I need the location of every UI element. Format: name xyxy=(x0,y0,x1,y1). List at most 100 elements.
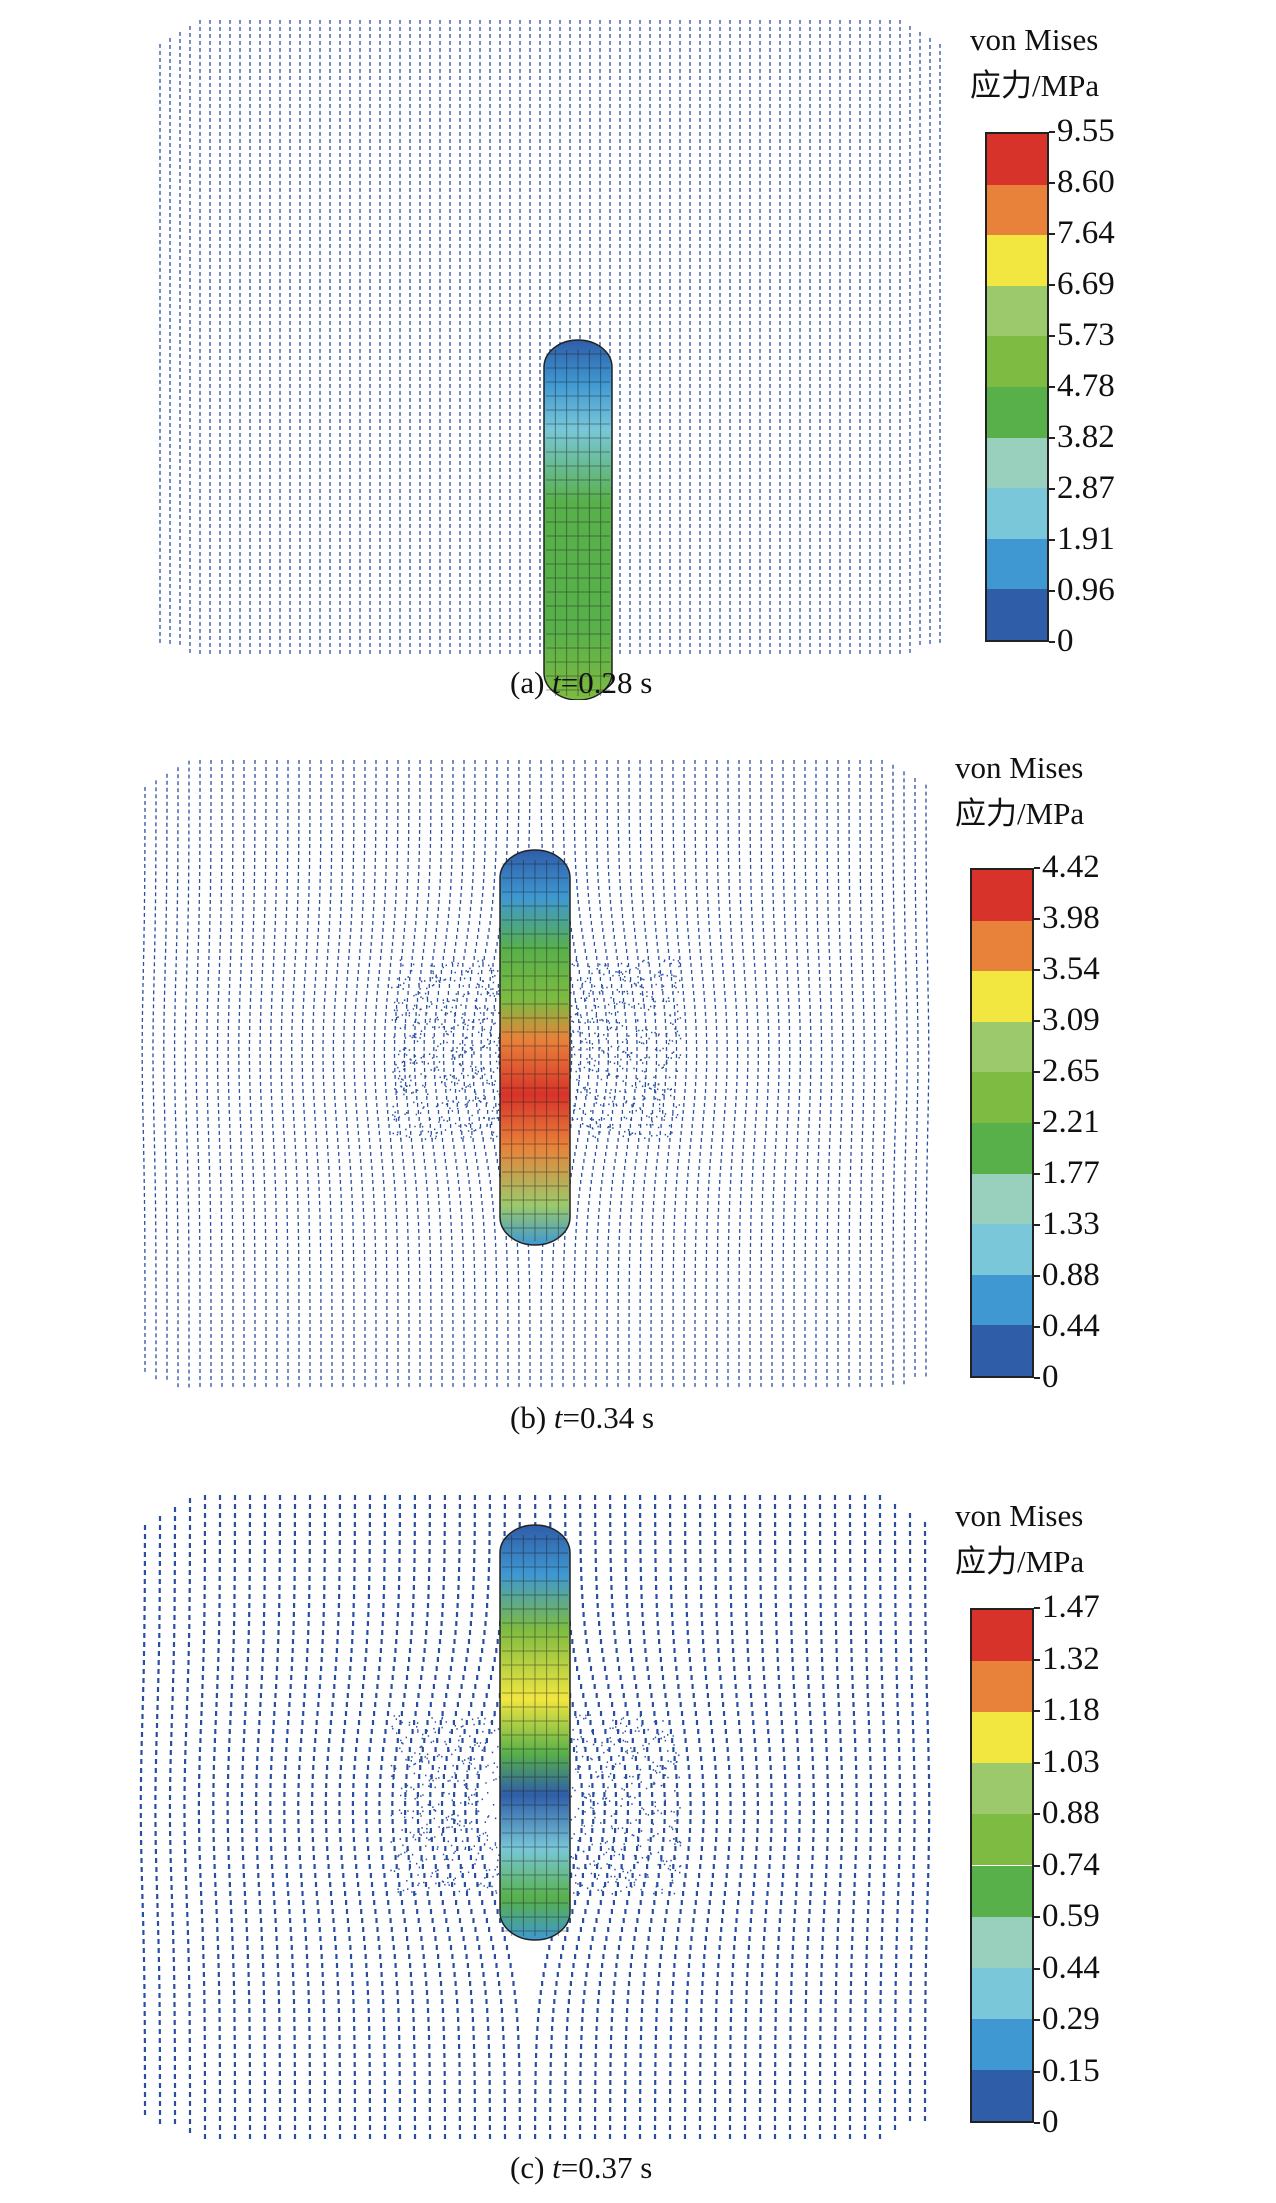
colorbar-tick-mark xyxy=(1034,1122,1040,1124)
colorbar-tick-label: 3.98 xyxy=(1042,900,1100,936)
particle-column xyxy=(608,1495,642,2139)
colorbar-tick-mark xyxy=(1034,1864,1040,1867)
colorbar-tick-mark xyxy=(1034,918,1040,920)
pile-mesh xyxy=(546,350,610,696)
colorbar-tick-label: 2.87 xyxy=(1057,470,1115,506)
colorbar-tick-label: 0 xyxy=(1042,1359,1059,1395)
colorbar-tick-label: 0.88 xyxy=(1042,1257,1100,1293)
particle-column xyxy=(573,760,600,1387)
particle-column xyxy=(698,1495,719,2139)
particle-column xyxy=(322,760,333,1387)
particle-column xyxy=(738,760,749,1387)
particle-column xyxy=(743,1495,759,2139)
caption-variable: t xyxy=(553,1400,563,1435)
colorbar-segment xyxy=(972,1865,1032,1917)
colorbar-b xyxy=(970,868,1034,1378)
particle-column xyxy=(788,1495,801,2139)
particle-column xyxy=(297,1495,312,2139)
particle-cluster xyxy=(390,1714,682,1896)
particle-column xyxy=(837,760,844,1387)
colorbar-segment xyxy=(987,184,1047,236)
colorbar-segment xyxy=(972,2018,1032,2070)
particle-column xyxy=(893,1504,902,2130)
particle-field xyxy=(139,1495,931,2139)
particle-column xyxy=(892,764,898,1385)
pile-structure xyxy=(543,339,613,700)
legend-title-line2: 应力/MPa xyxy=(970,68,1100,103)
particle-column xyxy=(638,1495,666,2139)
particle-column xyxy=(216,760,223,1387)
panel-a: von Mises 应力/MPa 9.55 8.60 7.64 6.69 5.73 4.7… xyxy=(0,0,1276,720)
colorbar-tick-label: 1.32 xyxy=(1042,1640,1100,1677)
particle-column xyxy=(269,1495,282,2139)
colorbar-tick-label: 5.73 xyxy=(1057,317,1115,353)
particle-column xyxy=(269,760,278,1387)
colorbar-segment xyxy=(972,1173,1032,1225)
colorbar-tick-label: 1.33 xyxy=(1042,1206,1100,1242)
particle-column xyxy=(259,760,267,1387)
particle-column xyxy=(903,771,908,1385)
colorbar-tick-mark xyxy=(1034,1173,1040,1175)
particle-column xyxy=(793,760,801,1387)
particle-column xyxy=(650,760,668,1387)
colorbar-tick-mark xyxy=(1049,131,1055,133)
colorbar-tick-mark xyxy=(1049,488,1055,490)
particle-column xyxy=(416,1495,447,2139)
particle-column xyxy=(923,1522,931,2121)
colorbar-tick-mark xyxy=(1034,2019,1040,2021)
colorbar-tick-mark xyxy=(1034,1916,1040,1918)
colorbar-tick-label: 0.44 xyxy=(1042,1949,1100,1986)
colorbar-segment xyxy=(972,1814,1032,1866)
colorbar-segment xyxy=(987,235,1047,286)
particle-column xyxy=(563,1495,606,2139)
colorbar-tick-label: 0.96 xyxy=(1057,572,1115,608)
colorbar-tick-label: 6.69 xyxy=(1057,266,1115,302)
colorbar-segment xyxy=(972,1916,1032,1968)
particle-column xyxy=(423,760,443,1387)
particle-column xyxy=(848,760,855,1387)
particle-column xyxy=(713,1495,732,2139)
colorbar-segment xyxy=(972,971,1032,1022)
particle-simulation-a xyxy=(159,20,941,700)
particle-column xyxy=(606,760,629,1387)
particle-column xyxy=(804,760,812,1387)
particle-column xyxy=(863,1495,873,2139)
particle-column xyxy=(195,760,201,1387)
particle-column xyxy=(373,760,388,1387)
colorbar-tick-mark xyxy=(1049,590,1055,592)
particle-column xyxy=(464,1495,507,2139)
particle-column xyxy=(391,1495,417,2139)
particle-column xyxy=(826,760,833,1387)
particle-column xyxy=(383,760,399,1387)
caption-value: =0.34 s xyxy=(562,1400,655,1435)
particle-column xyxy=(452,1495,492,2139)
particle-column xyxy=(623,1495,654,2139)
colorbar-segment xyxy=(972,1967,1032,2019)
particle-column xyxy=(255,1495,267,2139)
particle-field xyxy=(141,760,930,1388)
particle-column xyxy=(639,760,658,1387)
particle-column xyxy=(338,1495,357,2139)
colorbar-tick-label: 1.91 xyxy=(1057,521,1115,557)
particle-column xyxy=(227,760,234,1387)
colorbar-segment xyxy=(972,1224,1032,1275)
particle-column xyxy=(771,760,780,1387)
colorbar-tick-label: 2.65 xyxy=(1042,1053,1100,1089)
particle-column xyxy=(758,1495,773,2139)
colorbar-tick-label: 0.74 xyxy=(1042,1846,1100,1883)
particle-column xyxy=(653,1495,679,2139)
particle-column xyxy=(240,1495,252,2139)
particle-column xyxy=(413,760,432,1387)
particle-column xyxy=(727,760,739,1387)
colorbar-tick-label: 0.29 xyxy=(1042,2001,1100,2037)
colorbar-segment xyxy=(972,1763,1032,1815)
particle-column xyxy=(332,760,344,1387)
colorbar-tick-label: 4.42 xyxy=(1042,849,1100,885)
particle-column xyxy=(908,1513,916,2121)
particle-column xyxy=(672,760,688,1387)
particle-column xyxy=(238,760,245,1387)
caption-c: (c) t=0.37 s xyxy=(510,2150,652,2186)
particle-column xyxy=(351,1495,372,2139)
colorbar-tick-label: 4.78 xyxy=(1057,368,1115,404)
